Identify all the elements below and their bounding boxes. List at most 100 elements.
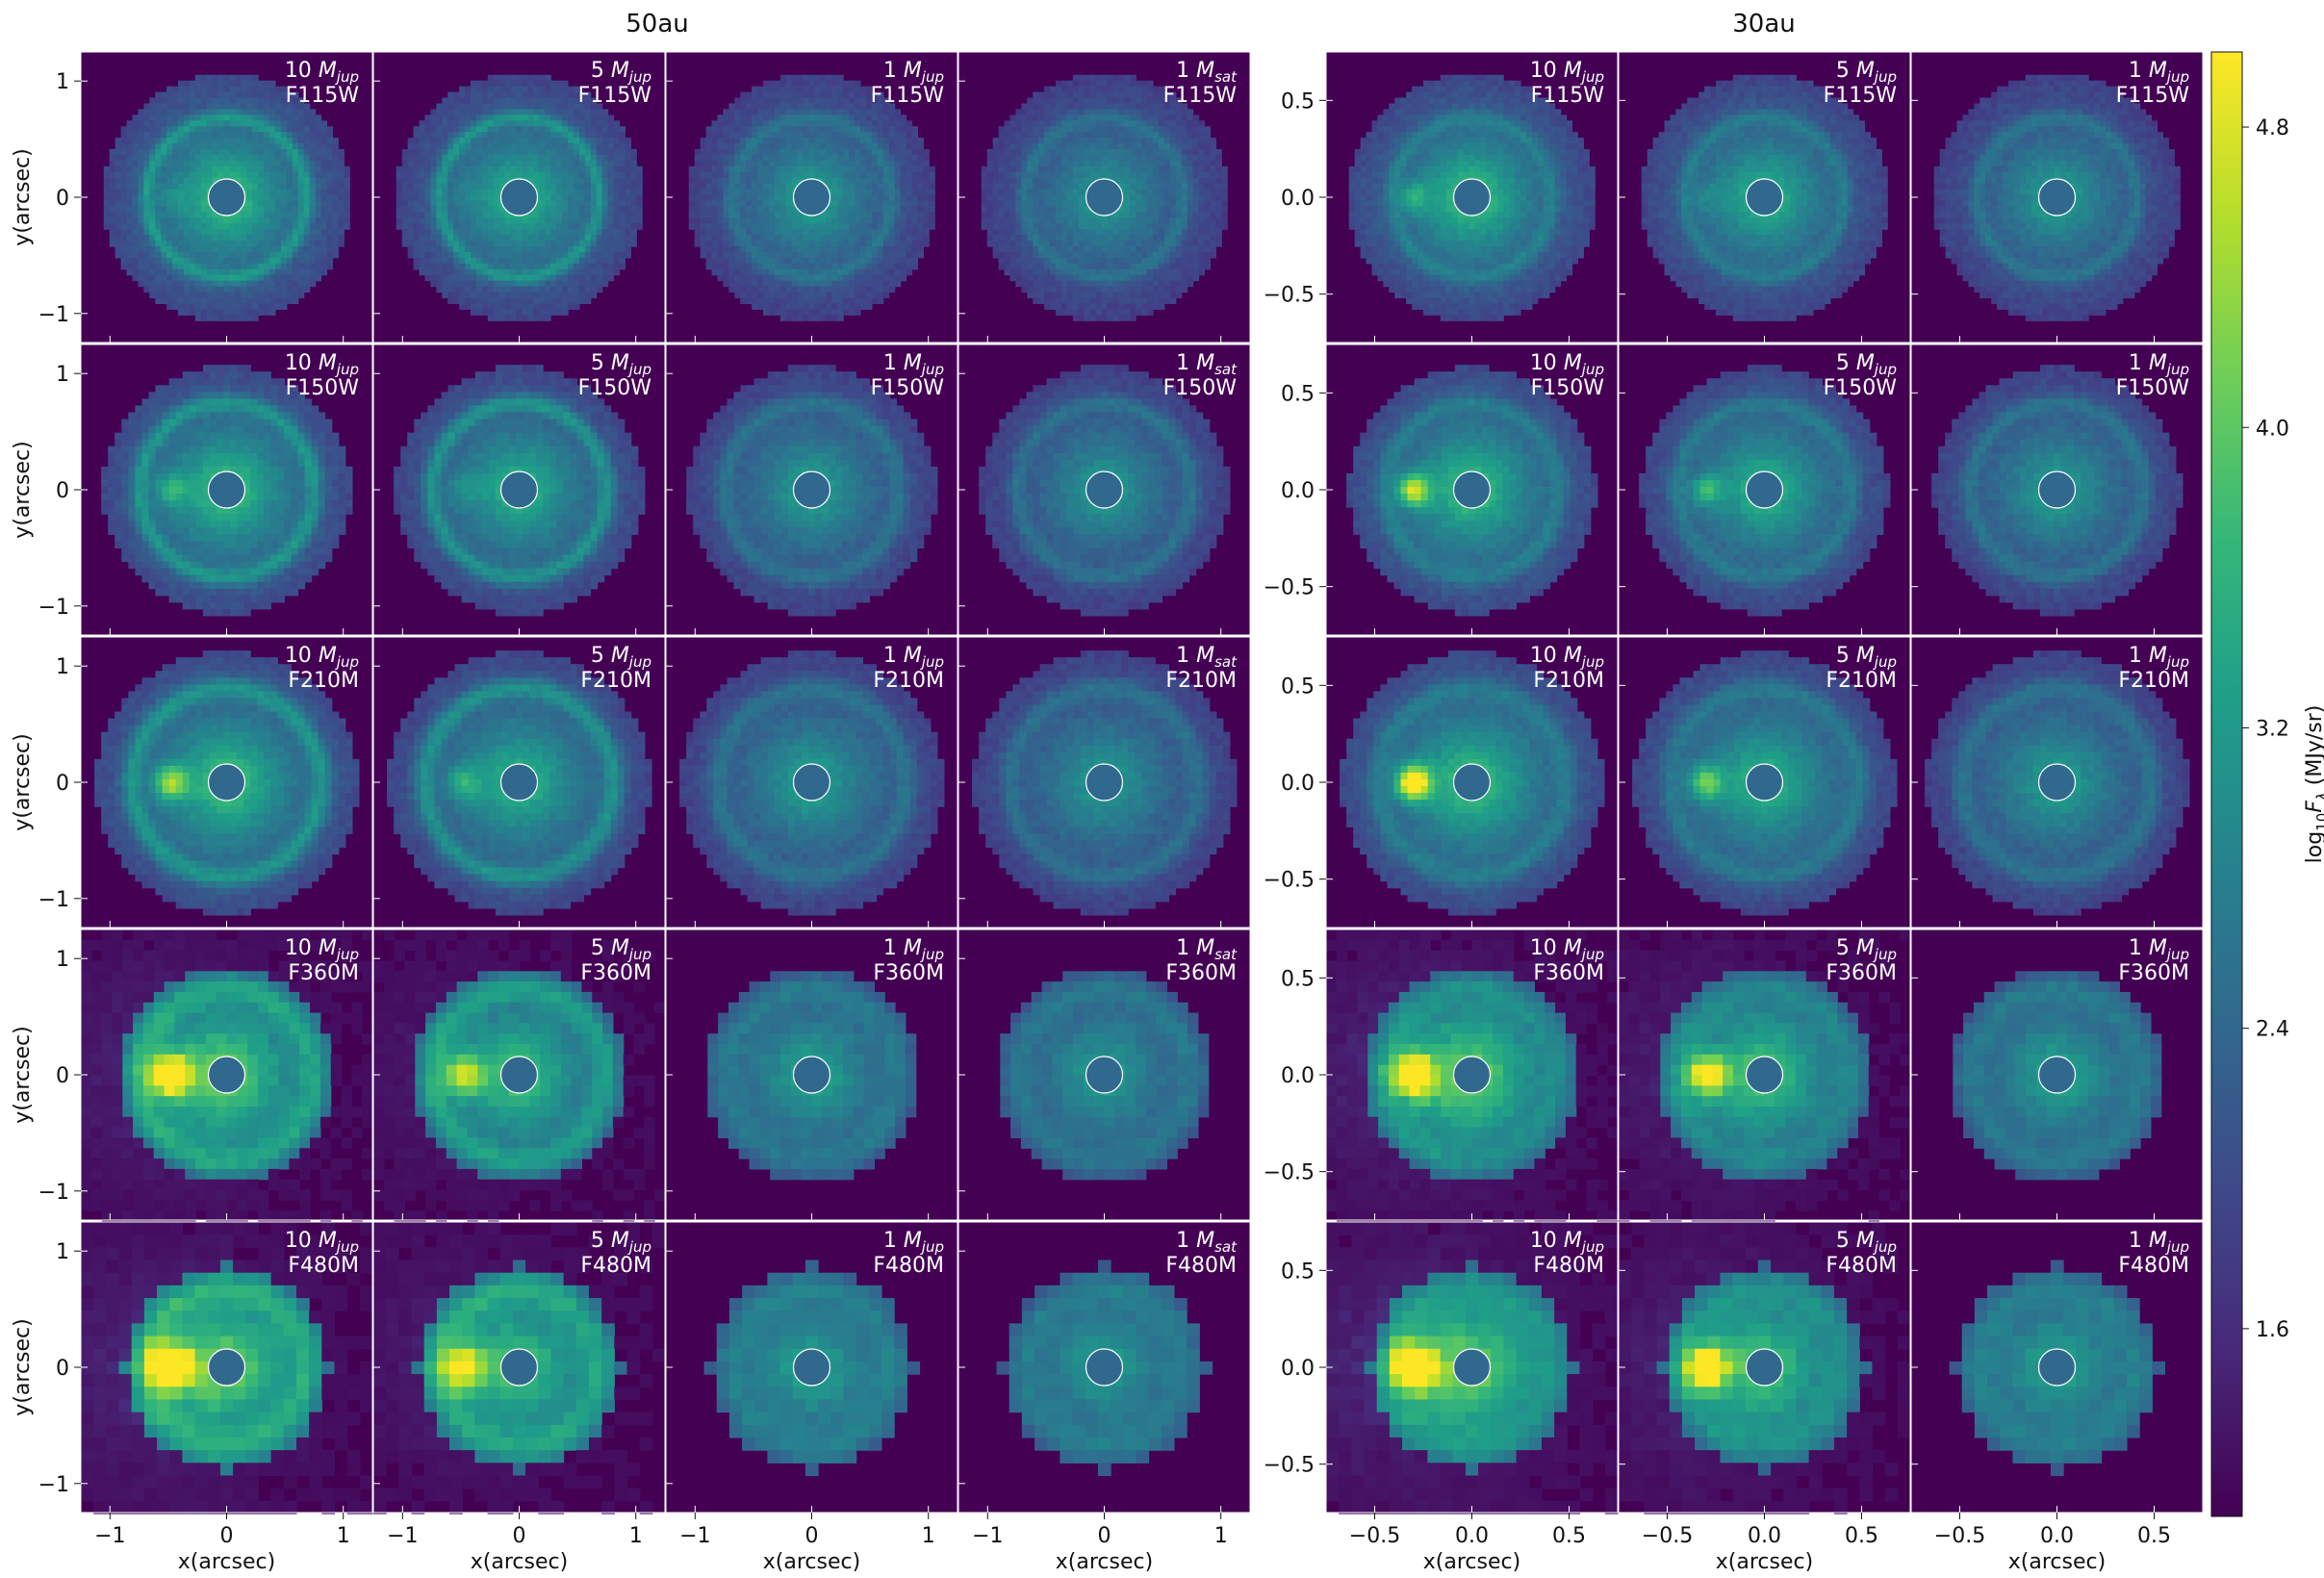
image-pixel: [895, 223, 902, 230]
image-pixel: [814, 120, 821, 127]
image-pixel: [752, 178, 758, 185]
image-pixel: [482, 235, 489, 242]
image-pixel: [172, 287, 179, 293]
image-pixel: [539, 178, 546, 185]
image-pixel: [252, 281, 259, 288]
image-pixel: [717, 155, 724, 162]
image-pixel: [1079, 149, 1085, 156]
image-pixel: [420, 149, 426, 156]
image-pixel: [316, 120, 322, 127]
image-pixel: [332, 195, 339, 202]
image-pixel: [505, 269, 512, 276]
image-pixel: [585, 281, 592, 288]
image-pixel: [814, 132, 821, 139]
image-pixel: [872, 229, 879, 236]
image-pixel: [533, 281, 540, 288]
image-pixel: [539, 143, 546, 150]
image-pixel: [275, 184, 282, 191]
image-pixel: [494, 87, 500, 93]
image-pixel: [344, 217, 350, 224]
image-pixel: [843, 138, 850, 144]
image-pixel: [831, 184, 838, 191]
image-pixel: [889, 178, 896, 185]
image-pixel: [1056, 92, 1062, 99]
image-pixel: [545, 109, 551, 115]
image-pixel: [511, 115, 518, 121]
image-pixel: [999, 138, 1006, 144]
image-pixel: [166, 132, 173, 139]
image-pixel: [287, 217, 294, 224]
image-pixel: [872, 200, 879, 207]
image-pixel: [1159, 143, 1165, 150]
image-pixel: [1147, 103, 1154, 110]
image-pixel: [241, 309, 247, 316]
image-pixel: [287, 172, 294, 179]
image-pixel: [505, 315, 512, 321]
image-pixel: [235, 293, 242, 299]
image-pixel: [408, 155, 415, 162]
image-pixel: [752, 138, 758, 144]
image-pixel: [1141, 143, 1148, 150]
image-pixel: [436, 195, 443, 202]
image-pixel: [258, 92, 265, 99]
image-pixel: [1159, 132, 1165, 139]
image-pixel: [1056, 87, 1062, 93]
image-pixel: [568, 149, 575, 156]
image-pixel: [1215, 155, 1222, 162]
image-pixel: [878, 223, 884, 230]
image-pixel: [780, 217, 787, 224]
image-pixel: [831, 161, 838, 167]
image-pixel: [246, 269, 253, 276]
image-pixel: [636, 212, 643, 218]
image-pixel: [465, 246, 472, 253]
image-pixel: [608, 132, 615, 139]
image-pixel: [252, 109, 259, 115]
image-pixel: [121, 235, 128, 242]
image-pixel: [430, 195, 437, 202]
image-pixel: [706, 252, 713, 259]
image-pixel: [149, 212, 156, 218]
image-pixel: [723, 155, 729, 162]
image-pixel: [695, 235, 702, 242]
image-pixel: [792, 178, 799, 185]
image-pixel: [207, 315, 214, 321]
image-pixel: [568, 143, 575, 150]
image-pixel: [769, 103, 776, 110]
image-pixel: [786, 275, 793, 282]
image-pixel: [482, 98, 489, 105]
image-pixel: [166, 229, 173, 236]
image-pixel: [550, 195, 557, 202]
image-pixel: [178, 98, 185, 105]
image-pixel: [166, 258, 173, 265]
image-pixel: [901, 269, 907, 276]
image-pixel: [459, 241, 466, 247]
image-pixel: [763, 109, 770, 115]
image-pixel: [1188, 109, 1194, 115]
image-pixel: [775, 206, 781, 213]
image-pixel: [258, 223, 265, 230]
image-pixel: [728, 103, 735, 110]
image-pixel: [127, 132, 134, 139]
image-pixel: [539, 297, 546, 304]
image-pixel: [155, 178, 162, 185]
image-pixel: [809, 281, 816, 288]
image-pixel: [184, 172, 191, 179]
image-pixel: [178, 190, 185, 196]
image-pixel: [855, 275, 861, 282]
image-pixel: [184, 206, 191, 213]
image-pixel: [728, 126, 735, 133]
image-pixel: [1118, 109, 1125, 115]
image-pixel: [619, 149, 626, 156]
image-pixel: [201, 315, 208, 321]
image-pixel: [804, 109, 810, 115]
image-pixel: [326, 161, 333, 167]
image-pixel: [798, 246, 804, 253]
image-pixel: [436, 115, 443, 121]
image-pixel: [826, 126, 832, 133]
image-pixel: [849, 275, 856, 282]
image-pixel: [826, 252, 832, 259]
image-pixel: [414, 178, 421, 185]
image-pixel: [488, 172, 495, 179]
image-pixel: [241, 103, 247, 110]
image-pixel: [763, 200, 770, 207]
